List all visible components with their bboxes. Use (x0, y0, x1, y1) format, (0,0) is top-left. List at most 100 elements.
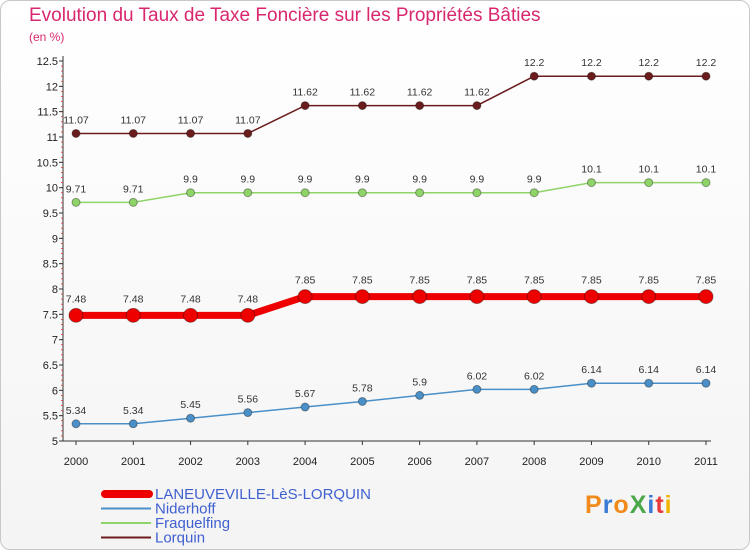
data-label: 7.48 (180, 293, 201, 305)
data-point (243, 128, 253, 138)
y-tick-label: 8.5 (43, 259, 58, 271)
data-point (68, 307, 84, 323)
data-point (300, 101, 310, 111)
data-label: 9.9 (527, 174, 542, 186)
data-label: 7.48 (123, 293, 144, 305)
x-tick-label: 2003 (236, 456, 260, 468)
data-label: 9.71 (123, 183, 144, 195)
data-point (701, 71, 711, 81)
y-tick-label: 5.5 (43, 411, 58, 423)
logo-letter: o (613, 491, 630, 519)
data-point (128, 197, 138, 207)
data-label: 9.9 (298, 174, 313, 186)
data-label: 7.85 (696, 275, 717, 287)
data-label: 12.2 (639, 57, 660, 69)
data-point (586, 378, 596, 388)
data-point (415, 188, 425, 198)
data-point (644, 178, 654, 188)
y-tick-label: 10.5 (37, 157, 58, 169)
data-label: 5.56 (238, 394, 259, 406)
logo-letter: i (647, 491, 656, 519)
data-label: 9.9 (355, 174, 370, 186)
chart-subtitle: (en %) (29, 30, 65, 44)
data-point (644, 378, 654, 388)
chart-title: Evolution du Taux de Taxe Foncière sur l… (29, 5, 541, 26)
data-label: 11.62 (292, 87, 318, 99)
data-label: 10.1 (696, 164, 717, 176)
x-tick-label: 2002 (178, 456, 202, 468)
y-tick-label: 9 (52, 233, 58, 245)
data-label: 5.9 (412, 376, 427, 388)
data-label: 9.9 (412, 174, 427, 186)
y-tick-label: 12.5 (37, 56, 58, 68)
data-label: 10.1 (581, 164, 602, 176)
data-label: 6.14 (696, 364, 717, 376)
x-tick-label: 2001 (121, 456, 145, 468)
y-tick-label: 8 (52, 284, 58, 296)
legend-label: Lorquin (155, 530, 205, 547)
data-label: 11.62 (407, 87, 433, 99)
data-label: 11.07 (235, 114, 261, 126)
data-label: 11.07 (63, 114, 89, 126)
data-label: 11.62 (464, 87, 490, 99)
logo-letter: r (602, 491, 614, 519)
series-line (75, 75, 707, 135)
data-label: 7.85 (524, 275, 545, 287)
data-label: 7.85 (295, 275, 316, 287)
data-point (354, 289, 370, 305)
data-point (583, 289, 599, 305)
data-point (586, 71, 596, 81)
data-label: 7.85 (409, 275, 430, 287)
legend-label: Niderhoff (155, 501, 216, 518)
logo-letter: t (655, 491, 665, 519)
logo-letter: X (629, 491, 648, 519)
data-point (412, 289, 428, 305)
data-label: 5.78 (352, 382, 373, 394)
x-tick-label: 2000 (64, 456, 88, 468)
data-label: 9.9 (470, 174, 485, 186)
data-label: 7.85 (467, 275, 488, 287)
x-tick-label: 2007 (465, 456, 489, 468)
proxiti-logo: ProXiti (585, 491, 673, 520)
data-point (472, 188, 482, 198)
data-point (529, 384, 539, 394)
data-label: 7.85 (639, 275, 660, 287)
series-line (72, 293, 710, 319)
data-label: 12.2 (696, 57, 717, 69)
data-point (357, 396, 367, 406)
data-point (71, 128, 81, 138)
data-point (529, 71, 539, 81)
data-point (701, 378, 711, 388)
data-label: 9.9 (183, 174, 198, 186)
data-point (300, 188, 310, 198)
data-point (71, 197, 81, 207)
data-point (415, 390, 425, 400)
data-label: 6.14 (581, 364, 602, 376)
data-point (641, 289, 657, 305)
data-label: 5.67 (295, 388, 316, 400)
logo-letter: P (585, 491, 603, 519)
data-point (71, 419, 81, 429)
x-tick-label: 2004 (293, 456, 317, 468)
y-tick-label: 12 (46, 81, 58, 93)
data-point (586, 178, 596, 188)
x-tick-label: 2011 (694, 456, 718, 468)
data-point (472, 384, 482, 394)
legend-label: Fraquelfing (155, 515, 230, 532)
data-point (183, 307, 199, 323)
data-label: 5.45 (180, 399, 201, 411)
data-label: 5.34 (123, 405, 144, 417)
data-point (469, 289, 485, 305)
data-label: 9.71 (66, 183, 87, 195)
data-point (644, 71, 654, 81)
y-tick-label: 9.5 (43, 208, 58, 220)
data-point (415, 101, 425, 111)
data-point (472, 101, 482, 111)
x-tick-label: 2009 (579, 456, 603, 468)
y-tick-label: 6.5 (43, 360, 58, 372)
data-label: 12.2 (524, 57, 545, 69)
data-point (297, 289, 313, 305)
data-point (186, 413, 196, 423)
